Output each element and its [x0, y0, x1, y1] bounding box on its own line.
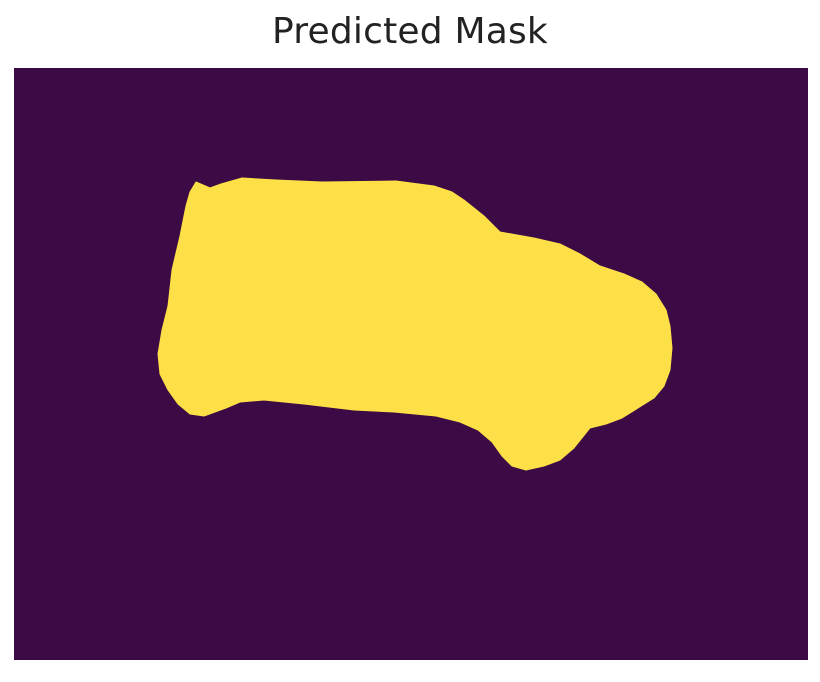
mask-foreground-region — [157, 177, 673, 471]
predicted-mask-image — [14, 68, 808, 660]
chart-title: Predicted Mask — [272, 11, 548, 52]
